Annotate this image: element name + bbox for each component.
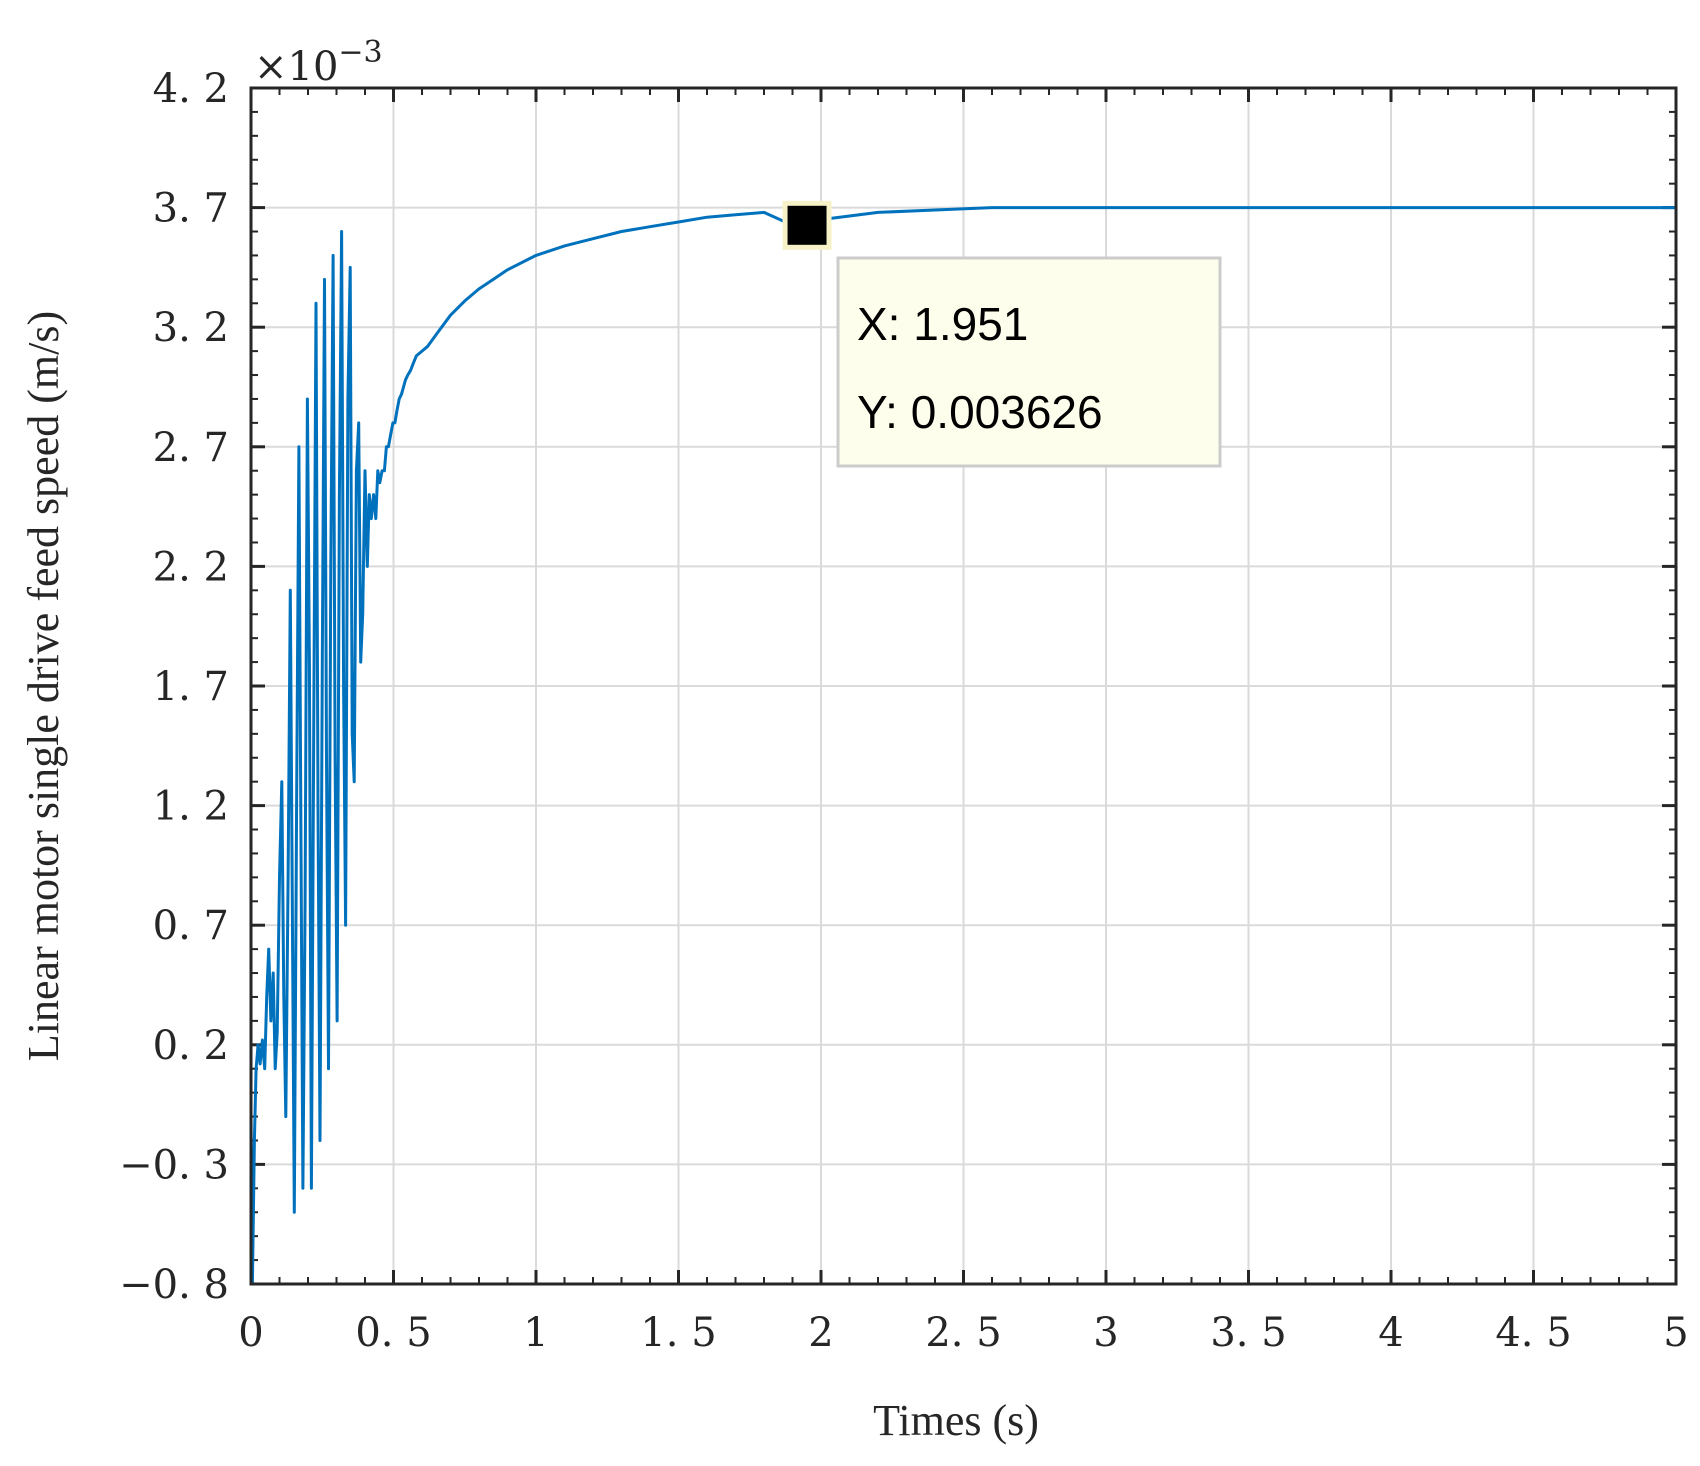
x-tick-label: 2. 5 [925, 1310, 1001, 1356]
x-tick-label: 0 [238, 1310, 263, 1356]
datatip[interactable]: X: 1.951 Y: 0.003626 [782, 200, 1222, 468]
x-tick-label: 4. 5 [1495, 1310, 1571, 1356]
x-tick-label: 3. 5 [1210, 1310, 1286, 1356]
datatip-marker [782, 200, 832, 250]
plot-area [249, 206, 1676, 1286]
y-tick-label: 0. 7 [153, 903, 229, 949]
x-tick-label: 3 [1093, 1310, 1118, 1356]
y-tick-label: −0. 8 [119, 1262, 229, 1308]
x-tick-label: 1 [523, 1310, 548, 1356]
x-tick-label: 5 [1663, 1310, 1688, 1356]
y-tick-label: 2. 2 [153, 544, 229, 590]
y-tick-label: −0. 3 [119, 1142, 229, 1188]
exponent-power: −3 [338, 35, 382, 70]
y-tick-label: 0. 2 [153, 1023, 229, 1069]
x-tick-label: 0. 5 [355, 1310, 431, 1356]
y-tick-label: 1. 7 [153, 664, 229, 710]
datatip-box [836, 256, 1222, 468]
datatip-y-label: Y: 0.003626 [857, 386, 1103, 438]
x-tick-labels: 0 0. 5 1 1. 5 2 2. 5 3 3. 5 4 4. 5 5 [238, 1310, 1688, 1356]
x-tick-label: 4 [1378, 1310, 1403, 1356]
y-tick-label: 1. 2 [153, 784, 229, 830]
x-tick-label: 1. 5 [640, 1310, 716, 1356]
y-exponent-label: ×10−3 [254, 35, 383, 90]
y-tick-label: 3. 2 [153, 305, 229, 351]
exponent-base: ×10 [254, 44, 338, 90]
y-tick-labels: −0. 8 −0. 3 0. 2 0. 7 1. 2 1. 7 2. 2 2. 7 3. 2 3.… [119, 66, 229, 1308]
y-axis-title: Linear motor single drive feed speed (m/… [19, 311, 68, 1061]
axes-box [249, 86, 1678, 1286]
datatip-x-label: X: 1.951 [857, 298, 1028, 350]
x-tick-label: 2 [808, 1310, 833, 1356]
y-tick-label: 3. 7 [153, 186, 229, 232]
x-axis-title: Times (s) [873, 1396, 1039, 1445]
series-line [249, 206, 1676, 1286]
y-tick-label: 2. 7 [153, 425, 229, 471]
y-tick-label: 4. 2 [153, 66, 229, 112]
